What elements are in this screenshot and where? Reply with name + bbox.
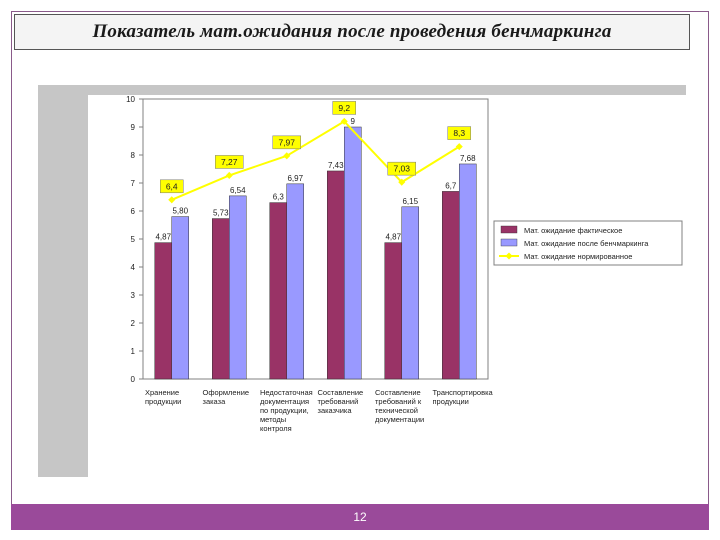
bar-after <box>171 216 189 380</box>
chart: 0 1 2 3 4 5 6 7 8 9 10 6,4 7,27 7,97 9,2 7,03 8,3 4,87 5… <box>88 95 688 480</box>
label-after: 5,80 <box>172 207 188 216</box>
footer-bar: 12 <box>11 504 709 530</box>
label-fact: 7,43 <box>328 161 344 170</box>
norm-label-box <box>447 126 471 140</box>
norm-marker <box>455 143 463 151</box>
norm-marker <box>225 171 233 179</box>
legend-marker <box>505 252 513 260</box>
legend-swatch <box>500 225 518 234</box>
category-labels: Хранение продукции Оформление заказа Недоста… <box>145 388 494 433</box>
page-number: 12 <box>353 510 367 524</box>
norm-label: 7,97 <box>278 137 295 147</box>
legend-box <box>493 220 683 266</box>
norm-label: 9,2 <box>338 103 350 113</box>
norm-label-box <box>160 179 184 194</box>
label-after: 6,54 <box>230 186 246 195</box>
legend-label: Мат. ожидание после бенчмаркинга <box>524 239 649 248</box>
y-tick-label: 5 <box>131 235 136 244</box>
norm-label: 8,3 <box>453 128 465 138</box>
category-label: Транспортировка продукции <box>433 388 494 406</box>
legend-swatch <box>500 238 518 247</box>
y-tick-label: 1 <box>131 347 136 356</box>
y-tick-label: 6 <box>131 207 136 216</box>
norm-label-box <box>387 161 416 176</box>
y-tick-label: 7 <box>131 179 136 188</box>
category-label: Составление требований к технической докуме… <box>375 388 424 424</box>
label-fact: 6,3 <box>273 193 285 202</box>
label-after: 6,15 <box>402 197 418 206</box>
legend-label: Мат. ожидание нормированное <box>524 252 632 261</box>
y-axis: 0 1 2 3 4 5 6 7 8 9 10 <box>126 95 143 384</box>
norm-marker <box>168 196 176 204</box>
norm-polyline <box>171 120 460 201</box>
norm-label: 7,27 <box>221 157 238 167</box>
y-tick-label: 3 <box>131 291 136 300</box>
norm-marker <box>283 152 291 160</box>
y-tick-label: 2 <box>131 319 136 328</box>
label-fact: 6,7 <box>445 181 457 190</box>
chart-panel: 0 1 2 3 4 5 6 7 8 9 10 6,4 7,27 7,97 9,2 7,03 8,3 4,87 5… <box>38 85 688 480</box>
label-fact: 4,87 <box>385 233 401 242</box>
bar-after <box>286 183 304 380</box>
label-after: 7,68 <box>460 154 476 163</box>
title-box: Показатель мат.ожидания после проведения… <box>14 14 690 50</box>
y-tick-label: 9 <box>131 123 136 132</box>
norm-line: 6,4 7,27 7,97 9,2 7,03 8,3 <box>160 101 471 204</box>
bar-fact <box>212 218 230 380</box>
data-labels: 4,87 5,80 5,73 6,54 6,3 6,97 7,43 9 4,87 6,15 6,7 7… <box>155 117 476 242</box>
bar-fact <box>384 242 402 380</box>
norm-label: 6,4 <box>166 181 178 191</box>
norm-marker <box>340 117 348 125</box>
legend: Мат. ожидание фактическое Мат. ожидание п… <box>493 220 683 266</box>
plot-area <box>142 98 489 380</box>
norm-label-box <box>215 155 244 169</box>
norm-label-box <box>332 101 356 115</box>
norm-label-box <box>272 135 301 150</box>
category-label: Недостаточная документация по продукции, ме… <box>260 388 313 433</box>
category-label: Составление требований заказчика <box>318 388 364 415</box>
label-fact: 4,87 <box>155 233 171 242</box>
slide-title: Показатель мат.ожидания после проведения… <box>92 21 612 42</box>
bar-after <box>229 195 247 380</box>
label-fact: 5,73 <box>213 209 229 218</box>
y-tick-label: 0 <box>131 375 136 384</box>
bar-fact <box>269 202 287 380</box>
y-tick-label: 8 <box>131 151 136 160</box>
y-tick-label: 4 <box>131 263 136 272</box>
legend-label: Мат. ожидание фактическое <box>524 226 622 235</box>
bars <box>154 126 477 380</box>
label-after: 6,97 <box>287 174 303 183</box>
category-label: Хранение продукции <box>145 388 181 406</box>
y-tick-label: 10 <box>126 95 135 104</box>
norm-marker <box>398 178 406 186</box>
bar-fact <box>154 242 172 380</box>
bar-after <box>401 206 419 380</box>
bar-fact <box>442 191 460 380</box>
label-after: 9 <box>351 117 356 126</box>
category-label: Оформление заказа <box>203 388 250 406</box>
bar-after <box>459 163 477 380</box>
bar-after <box>344 126 362 380</box>
bar-fact <box>327 170 345 380</box>
norm-label: 7,03 <box>393 164 410 174</box>
